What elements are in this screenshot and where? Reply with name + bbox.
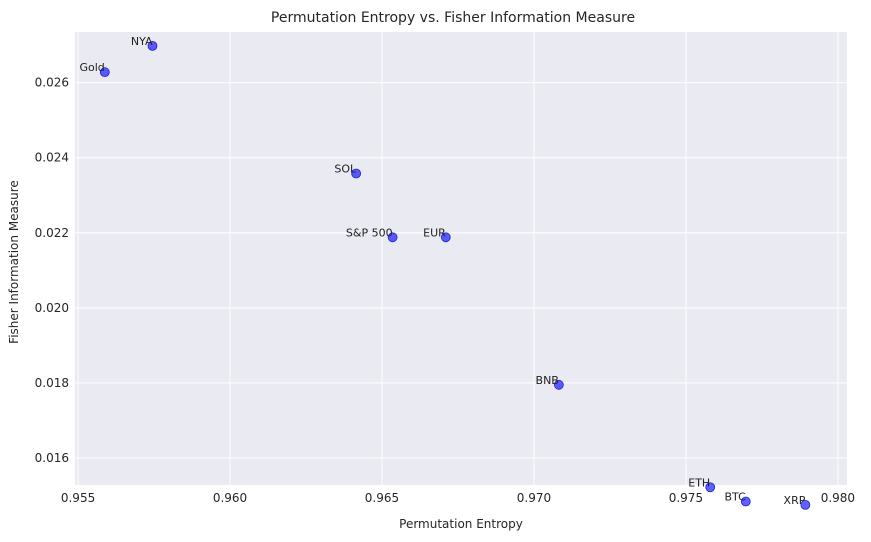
x-tick-label: 0.965 <box>365 491 399 505</box>
x-tick-label: 0.970 <box>517 491 551 505</box>
data-point <box>387 232 398 243</box>
point-label: BNB <box>536 374 559 387</box>
y-tick-label: 0.016 <box>35 451 69 465</box>
data-point <box>553 379 564 390</box>
y-axis-title: Fisher Information Measure <box>7 180 21 344</box>
point-label: XRP <box>784 494 806 507</box>
x-tick-label: 0.955 <box>61 491 95 505</box>
x-axis-title: Permutation Entropy <box>399 517 523 531</box>
x-tick-label: 0.960 <box>213 491 247 505</box>
plot-area <box>75 32 847 485</box>
x-tick-label: 0.975 <box>669 491 703 505</box>
point-label: EUR <box>423 226 446 239</box>
point-label: BTC <box>724 491 746 504</box>
y-tick-label: 0.024 <box>35 151 69 165</box>
data-point <box>440 232 451 243</box>
y-tick-label: 0.020 <box>35 301 69 315</box>
x-axis-ticks: 0.955 0.960 0.965 0.970 0.975 0.980 <box>61 491 855 505</box>
point-label: ETH <box>688 476 710 489</box>
point-label: Gold <box>79 61 104 74</box>
data-points <box>99 40 811 510</box>
data-point <box>705 482 716 493</box>
y-axis-ticks: 0.016 0.018 0.020 0.022 0.024 0.026 <box>35 76 69 465</box>
point-label: S&P 500 <box>346 226 393 239</box>
x-tick-label: 0.980 <box>821 491 855 505</box>
data-point <box>351 168 362 179</box>
y-tick-label: 0.022 <box>35 226 69 240</box>
chart-title: Permutation Entropy vs. Fisher Informati… <box>271 10 635 26</box>
point-label: SOL <box>334 162 357 175</box>
grid-lines <box>75 32 847 485</box>
point-labels: NYA Gold SOL S&P 500 EUR BNB ETH BTC XRP <box>79 35 805 507</box>
y-tick-label: 0.026 <box>35 76 69 90</box>
point-label: NYA <box>131 35 153 48</box>
data-point <box>740 496 751 507</box>
data-point <box>147 40 158 51</box>
data-point <box>99 67 110 78</box>
data-point <box>800 499 811 510</box>
y-tick-label: 0.018 <box>35 376 69 390</box>
